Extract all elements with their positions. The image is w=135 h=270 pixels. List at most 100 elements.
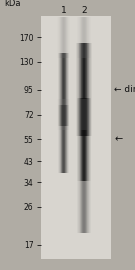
Polygon shape xyxy=(61,99,62,130)
Polygon shape xyxy=(58,53,59,126)
Polygon shape xyxy=(65,53,66,126)
Polygon shape xyxy=(81,181,82,232)
Polygon shape xyxy=(64,99,65,130)
Polygon shape xyxy=(60,99,61,130)
Polygon shape xyxy=(90,97,91,181)
Polygon shape xyxy=(66,105,67,173)
Polygon shape xyxy=(79,43,80,137)
Polygon shape xyxy=(64,17,65,58)
Polygon shape xyxy=(59,105,60,173)
Polygon shape xyxy=(68,17,69,58)
Polygon shape xyxy=(87,97,88,181)
Polygon shape xyxy=(62,99,63,130)
Polygon shape xyxy=(67,105,68,173)
Polygon shape xyxy=(62,53,63,126)
Polygon shape xyxy=(61,105,62,173)
Polygon shape xyxy=(59,17,60,58)
Polygon shape xyxy=(62,105,63,173)
Polygon shape xyxy=(84,181,85,232)
Polygon shape xyxy=(60,53,61,126)
Polygon shape xyxy=(88,181,89,232)
Polygon shape xyxy=(87,99,88,130)
Polygon shape xyxy=(87,181,88,232)
Polygon shape xyxy=(88,99,89,130)
Polygon shape xyxy=(61,53,62,126)
Polygon shape xyxy=(81,97,82,181)
Polygon shape xyxy=(83,99,84,130)
Polygon shape xyxy=(87,17,88,58)
Polygon shape xyxy=(81,99,82,130)
Polygon shape xyxy=(67,99,68,130)
Polygon shape xyxy=(79,99,80,130)
Polygon shape xyxy=(86,99,87,130)
Polygon shape xyxy=(91,43,92,137)
Polygon shape xyxy=(88,43,89,137)
Polygon shape xyxy=(86,181,87,232)
Polygon shape xyxy=(63,105,64,173)
Polygon shape xyxy=(81,43,82,137)
Polygon shape xyxy=(87,43,88,137)
Polygon shape xyxy=(85,43,86,137)
Polygon shape xyxy=(63,17,64,58)
Polygon shape xyxy=(65,105,66,173)
Polygon shape xyxy=(81,17,82,58)
Polygon shape xyxy=(68,53,69,126)
Polygon shape xyxy=(82,97,83,181)
Polygon shape xyxy=(85,17,86,58)
Polygon shape xyxy=(78,97,79,181)
Polygon shape xyxy=(85,181,86,232)
Polygon shape xyxy=(64,53,65,126)
Polygon shape xyxy=(76,43,77,137)
Polygon shape xyxy=(83,17,84,58)
Polygon shape xyxy=(88,97,89,181)
Polygon shape xyxy=(60,17,61,58)
Polygon shape xyxy=(63,99,64,130)
Polygon shape xyxy=(84,99,85,130)
Polygon shape xyxy=(67,53,68,126)
Polygon shape xyxy=(64,105,65,173)
Polygon shape xyxy=(63,53,64,126)
Polygon shape xyxy=(83,97,84,181)
Polygon shape xyxy=(89,43,90,137)
Polygon shape xyxy=(66,99,67,130)
Polygon shape xyxy=(79,97,80,181)
Polygon shape xyxy=(62,17,63,58)
Polygon shape xyxy=(85,97,86,181)
Polygon shape xyxy=(84,17,85,58)
Polygon shape xyxy=(78,43,79,137)
Polygon shape xyxy=(89,97,90,181)
Polygon shape xyxy=(80,181,81,232)
Polygon shape xyxy=(79,181,80,232)
Polygon shape xyxy=(59,53,60,126)
Polygon shape xyxy=(80,99,81,130)
Polygon shape xyxy=(86,43,87,137)
Polygon shape xyxy=(86,17,87,58)
Polygon shape xyxy=(83,43,84,137)
Polygon shape xyxy=(82,43,83,137)
Text: ←: ← xyxy=(114,134,122,144)
Text: ← dimer: ← dimer xyxy=(114,85,135,94)
Polygon shape xyxy=(83,181,84,232)
Polygon shape xyxy=(59,99,60,130)
Polygon shape xyxy=(68,105,69,173)
Polygon shape xyxy=(80,17,81,58)
Polygon shape xyxy=(89,181,90,232)
Polygon shape xyxy=(65,99,66,130)
Polygon shape xyxy=(82,17,83,58)
Polygon shape xyxy=(85,99,86,130)
Polygon shape xyxy=(86,97,87,181)
Polygon shape xyxy=(84,97,85,181)
Polygon shape xyxy=(82,181,83,232)
Polygon shape xyxy=(90,43,91,137)
Polygon shape xyxy=(77,97,78,181)
Polygon shape xyxy=(88,17,89,58)
Polygon shape xyxy=(80,97,81,181)
Polygon shape xyxy=(84,43,85,137)
Polygon shape xyxy=(65,17,66,58)
Polygon shape xyxy=(80,43,81,137)
Polygon shape xyxy=(61,17,62,58)
Polygon shape xyxy=(66,53,67,126)
Polygon shape xyxy=(79,17,80,58)
Text: kDa: kDa xyxy=(4,0,21,8)
Polygon shape xyxy=(66,17,67,58)
